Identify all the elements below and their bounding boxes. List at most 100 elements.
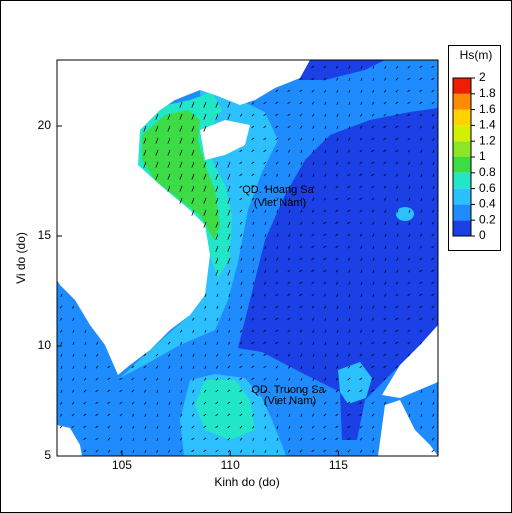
wave-arrow: [60, 329, 63, 333]
wave-arrow: [215, 161, 219, 168]
wave-arrow: [264, 197, 267, 201]
wave-arrow: [395, 305, 399, 309]
wave-arrow: [312, 365, 315, 369]
wave-arrow: [299, 101, 303, 105]
wave-arrow: [228, 317, 231, 321]
wave-arrow: [203, 413, 207, 417]
wave-arrow: [155, 161, 159, 168]
wave-arrow: [396, 185, 399, 189]
wave-arrow: [371, 101, 375, 105]
wave-arrow: [107, 377, 111, 381]
wave-arrow: [168, 389, 171, 393]
colorbar-tick-label: 1.8: [479, 86, 496, 100]
wave-arrow: [335, 449, 339, 453]
wave-arrow: [264, 437, 267, 441]
wave-arrow: [251, 101, 255, 105]
wave-arrow: [119, 413, 123, 417]
wave-arrow: [179, 449, 183, 453]
wave-arrow: [336, 89, 339, 93]
wave-arrow: [276, 437, 279, 441]
wave-arrow: [335, 437, 339, 441]
wave-arrow: [191, 173, 195, 180]
wave-arrow: [227, 173, 231, 180]
wave-arrow: [252, 245, 255, 249]
wave-arrow: [60, 365, 63, 369]
wave-arrow: [275, 149, 279, 153]
wave-arrow: [324, 353, 327, 357]
wave-arrow: [431, 257, 435, 261]
wave-arrow: [263, 173, 267, 177]
wave-arrow: [384, 269, 387, 273]
wave-arrow: [168, 437, 171, 441]
wave-arrow: [324, 317, 327, 321]
y-tick-label: 15: [38, 228, 52, 242]
wave-arrow: [311, 113, 315, 117]
wave-arrow: [407, 161, 411, 165]
wave-arrow: [179, 101, 183, 108]
wave-arrow: [203, 449, 207, 453]
wave-arrow: [216, 293, 219, 297]
wave-arrow: [203, 437, 207, 441]
wave-arrow: [312, 137, 315, 141]
wave-arrow: [144, 413, 147, 417]
wave-arrow: [240, 317, 243, 321]
wave-arrow: [60, 389, 63, 393]
wave-arrow: [168, 413, 171, 417]
wave-arrow: [420, 197, 423, 201]
wave-arrow: [324, 329, 327, 333]
wave-arrow: [420, 173, 423, 177]
wave-arrow: [300, 137, 303, 141]
wave-arrow: [227, 389, 231, 393]
wave-arrow: [383, 401, 387, 405]
wave-arrow: [360, 317, 363, 321]
wave-arrow: [408, 185, 411, 189]
wave-arrow: [335, 281, 339, 285]
wave-arrow: [264, 449, 267, 453]
wave-arrow: [300, 197, 303, 201]
wave-arrow: [275, 293, 279, 297]
wave-arrow: [96, 341, 99, 345]
wave-arrow: [347, 185, 351, 189]
wave-arrow: [227, 341, 231, 345]
wave-arrow: [203, 209, 207, 216]
wave-arrow: [239, 365, 243, 369]
wave-arrow: [408, 209, 411, 213]
sea-0.6-0.8: [195, 380, 255, 440]
wave-arrow: [323, 389, 327, 393]
colorbar-tick-label: 1.2: [479, 133, 496, 147]
x-tick-label: 115: [329, 458, 348, 472]
wave-arrow: [360, 89, 363, 93]
wave-arrow: [395, 269, 399, 273]
wave-arrow: [420, 149, 423, 153]
wave-arrow: [275, 353, 279, 357]
wave-arrow: [336, 305, 339, 309]
wave-arrow: [263, 185, 267, 189]
plot-frame: [56, 59, 439, 457]
wave-arrow: [348, 65, 351, 69]
wave-arrow: [264, 425, 267, 429]
wave-arrow: [432, 161, 435, 165]
wave-arrow: [203, 389, 207, 393]
wave-arrow: [83, 377, 87, 381]
wave-arrow: [275, 341, 279, 345]
wave-arrow: [407, 329, 411, 333]
wave-arrow: [335, 173, 339, 177]
wave-arrow: [95, 425, 99, 429]
wave-arrow: [239, 413, 243, 417]
wave-arrow: [179, 161, 183, 168]
wave-arrow: [143, 137, 147, 144]
wave-arrow: [60, 293, 63, 297]
wave-arrow: [300, 425, 303, 429]
wave-arrow: [95, 413, 99, 417]
wave-arrow: [311, 77, 315, 81]
wave-arrow: [251, 317, 255, 321]
wave-arrow: [431, 317, 435, 321]
wave-arrow: [132, 425, 135, 429]
wave-arrow: [192, 377, 195, 381]
wave-arrow: [276, 389, 279, 393]
wave-arrow: [384, 281, 387, 285]
wave-arrow: [192, 353, 195, 357]
wave-arrow: [215, 377, 219, 381]
wave-arrow: [107, 425, 111, 429]
wave-arrow: [431, 209, 435, 213]
